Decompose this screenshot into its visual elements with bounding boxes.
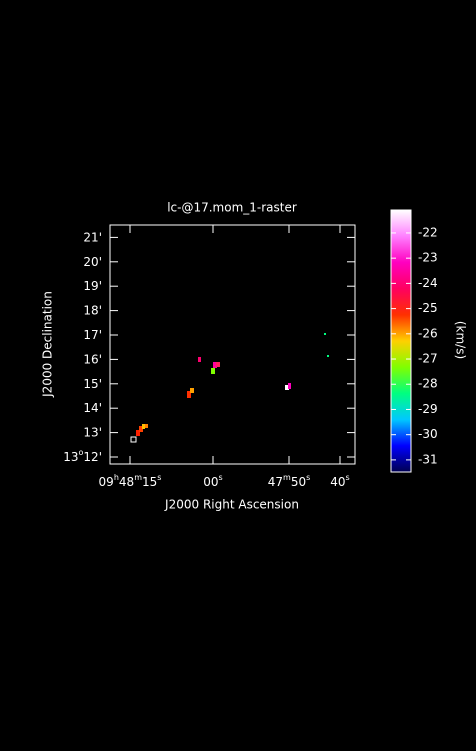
tick-part: 09: [99, 475, 114, 489]
tick-part: 14': [83, 401, 102, 415]
colorbar-tick-label: -25: [418, 301, 438, 315]
y-tick-label: 17': [83, 328, 102, 342]
superscript: s: [157, 473, 161, 482]
pixel: [136, 430, 140, 436]
pixel: [288, 383, 291, 389]
x-tick-label: 40s: [330, 473, 349, 489]
tick-part: 19': [83, 279, 102, 293]
pixel: [190, 388, 194, 393]
superscript: s: [219, 473, 223, 482]
pixel: [324, 333, 326, 335]
tick-part: 17': [83, 328, 102, 342]
colorbar-tick-label: -31: [418, 452, 438, 466]
colorbar-tick-label: -24: [418, 276, 438, 290]
pixel: [198, 357, 201, 362]
tick-part: 15': [83, 376, 102, 390]
y-tick-label: 13': [83, 425, 102, 439]
colorbar-tick-label: -27: [418, 352, 438, 366]
plot-frame: [109, 224, 356, 465]
pixel: [211, 368, 215, 374]
plot-title: lc-@17.mom_1-raster: [167, 201, 297, 215]
tick-part: 13': [83, 425, 102, 439]
colorbar-tick-label: -22: [418, 225, 438, 239]
pixel: [216, 362, 220, 367]
raster: [130, 333, 329, 443]
colorbar-tick-label: -23: [418, 251, 438, 265]
y-axis-label: J2000 Declination: [41, 291, 55, 398]
tick-part: 21': [83, 230, 102, 244]
x-tick-label: 00s: [203, 473, 222, 489]
pixel: [187, 391, 191, 398]
beam: [130, 436, 137, 443]
colorbar-label: (km/s): [454, 321, 468, 359]
tick-part: 15: [142, 475, 157, 489]
tick-part: 18': [83, 303, 102, 317]
y-tick-label: 21': [83, 230, 102, 244]
tick-part: 50: [291, 475, 306, 489]
y-tick-label: 13o12': [63, 448, 102, 464]
x-tick-label: 47m50s: [268, 473, 311, 489]
tick-part: 48: [119, 475, 134, 489]
superscript: s: [306, 473, 310, 482]
y-tick-label: 19': [83, 279, 102, 293]
y-tick-label: 18': [83, 303, 102, 317]
tick-part: 20': [83, 254, 102, 268]
colorbar-tick-label: -26: [418, 326, 438, 340]
y-tick-label: 20': [83, 254, 102, 268]
superscript: s: [346, 473, 350, 482]
y-tick-label: 15': [83, 376, 102, 390]
pixel: [139, 426, 143, 432]
colorbar-tick-label: -29: [418, 402, 438, 416]
pixel: [213, 362, 217, 368]
y-tick-label: 16': [83, 352, 102, 366]
pixel: [327, 355, 329, 357]
tick-part: 13: [63, 450, 78, 464]
tick-part: 16': [83, 352, 102, 366]
superscript: h: [114, 473, 119, 482]
pixel: [285, 385, 289, 390]
tick-part: 00: [203, 475, 218, 489]
pixel: [142, 424, 145, 429]
y-tick-label: 14': [83, 401, 102, 415]
x-tick-label: 09h48m15s: [99, 473, 162, 489]
pixel: [145, 424, 148, 428]
tick-part: 47: [268, 475, 283, 489]
x-axis-label: J2000 Right Ascension: [164, 498, 299, 512]
tick-part: 40: [330, 475, 345, 489]
colorbar-tick-label: -30: [418, 427, 438, 441]
colorbar: [390, 209, 412, 473]
tick-part: 12': [83, 450, 102, 464]
superscript: o: [79, 448, 84, 457]
superscript: m: [134, 473, 142, 482]
superscript: m: [283, 473, 291, 482]
colorbar-tick-label: -28: [418, 377, 438, 391]
